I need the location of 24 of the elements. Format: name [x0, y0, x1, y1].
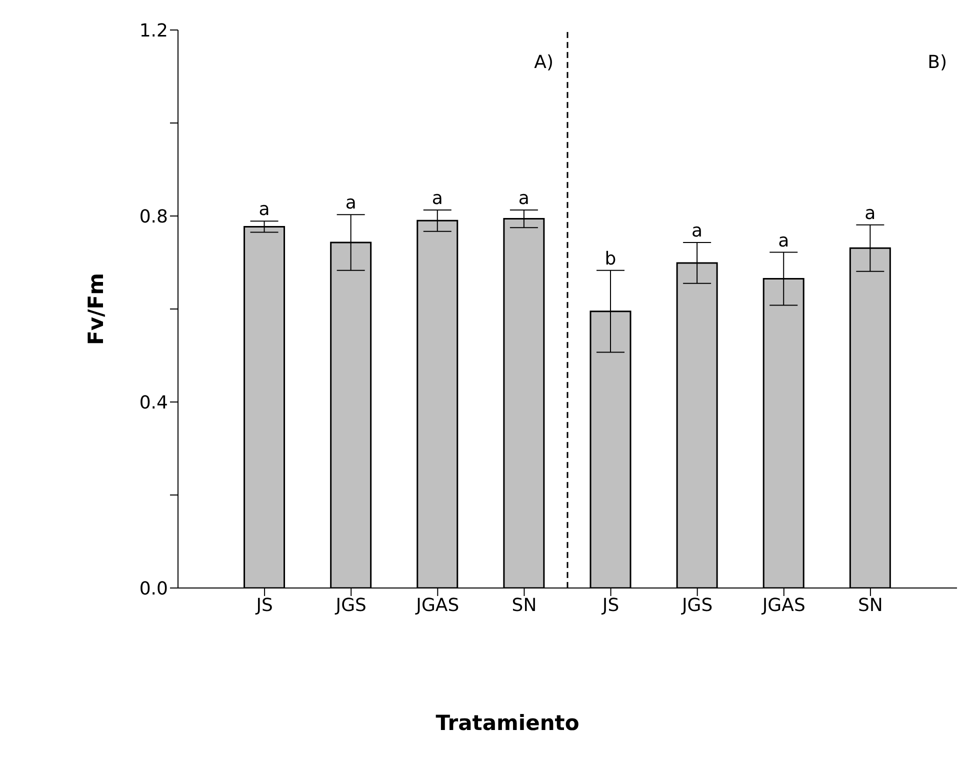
- x-tick-label: JS: [255, 594, 273, 616]
- y-tick-label: 1.2: [139, 20, 168, 42]
- annotation: A): [534, 52, 554, 73]
- y-tick-label: 0.4: [139, 392, 168, 414]
- data-label: a: [518, 188, 530, 209]
- x-tick-label: JGAS: [415, 594, 460, 616]
- x-tick-label: JGS: [334, 594, 366, 616]
- data-label: b: [604, 248, 616, 270]
- x-axis-title: Tratamiento: [436, 711, 580, 735]
- x-tick-label: JGS: [680, 594, 713, 616]
- x-tick-label: SN: [512, 594, 537, 616]
- y-tick-label: 0.0: [139, 578, 168, 600]
- x-tick-label: JS: [601, 594, 620, 616]
- y-axis-title: Fv/Fm: [84, 273, 108, 345]
- data-label: a: [345, 192, 356, 214]
- x-tick-label: SN: [858, 594, 883, 616]
- data-label: a: [258, 199, 270, 220]
- annotation: B): [928, 52, 947, 73]
- data-label: a: [864, 202, 876, 224]
- data-label: a: [432, 188, 443, 209]
- data-label: a: [778, 230, 790, 252]
- x-tick-label: JGAS: [761, 594, 806, 616]
- data-label: a: [692, 220, 703, 242]
- y-tick-label: 0.8: [139, 206, 168, 228]
